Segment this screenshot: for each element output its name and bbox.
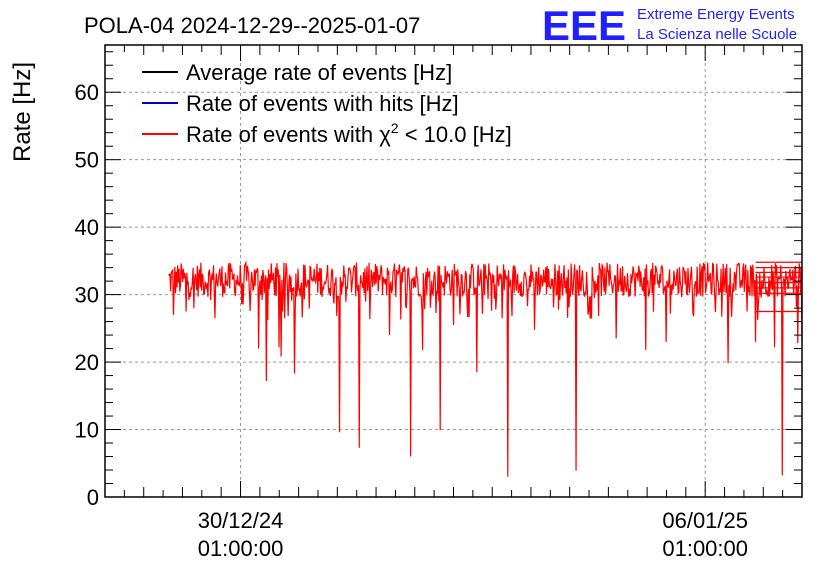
legend-chi2-suffix: < 10.0 [Hz]: [399, 122, 512, 147]
y-axis: 0 10 20 30 40 50 60: [75, 51, 802, 510]
x-tick-label-time: 01:00:00: [662, 536, 748, 561]
y-tick-label: 20: [75, 350, 99, 375]
y-axis-label: Rate [Hz]: [9, 62, 36, 162]
legend-chi2-symbol: χ: [379, 122, 391, 147]
logo-line-1: Extreme Energy Events: [637, 6, 795, 23]
y-tick-label: 40: [75, 215, 99, 240]
series-chi2-line: [168, 260, 803, 477]
legend-label-hits: Rate of events with hits [Hz]: [186, 91, 459, 116]
legend-label-average: Average rate of events [Hz]: [186, 60, 452, 85]
y-tick-label: 30: [75, 283, 99, 308]
y-tick-label: 10: [75, 418, 99, 443]
x-tick-label-date: 06/01/25: [662, 508, 748, 533]
series-chi2: [168, 260, 803, 477]
x-tick-label-date: 30/12/24: [198, 508, 284, 533]
logo-line-2: La Scienza nelle Scuole: [637, 26, 797, 43]
legend-chi2-prefix: Rate of events with: [186, 122, 379, 147]
x-axis: 30/12/24 01:00:00 06/01/25 01:00:00: [104, 45, 803, 561]
y-tick-label: 60: [75, 80, 99, 105]
legend: Average rate of events [Hz] Rate of even…: [142, 60, 512, 147]
eee-logo: EEE Extreme Energy Events La Scienza nel…: [542, 2, 797, 49]
legend-label-chi2: Rate of events with χ2 < 10.0 [Hz]: [186, 120, 512, 147]
x-tick-label-time: 01:00:00: [198, 536, 284, 561]
y-tick-label: 0: [87, 485, 99, 510]
eee-logo-letters: EEE: [542, 2, 626, 49]
chart-title: POLA-04 2024-12-29--2025-01-07: [84, 13, 420, 38]
y-tick-label: 50: [75, 148, 99, 173]
legend-chi2-superscript: 2: [391, 120, 399, 136]
